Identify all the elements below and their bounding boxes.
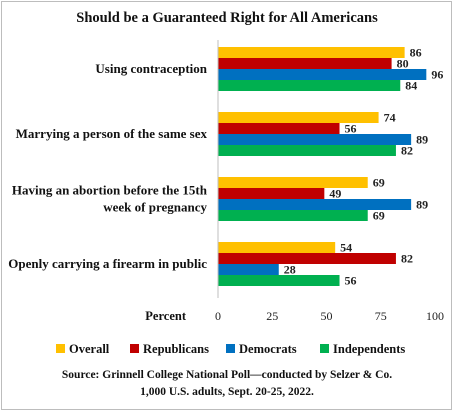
data-label: 84 bbox=[405, 79, 417, 93]
data-label: 28 bbox=[284, 263, 296, 277]
category-label: Using contraception bbox=[95, 61, 207, 76]
category-label: week of pregnancy bbox=[103, 200, 207, 215]
legend-swatch-overall bbox=[56, 344, 65, 353]
data-label: 56 bbox=[345, 122, 357, 136]
x-tick-label: 100 bbox=[426, 309, 444, 323]
bar-democrats bbox=[218, 199, 412, 210]
data-label: 82 bbox=[401, 144, 413, 158]
legend-label-independents: Independents bbox=[333, 342, 405, 356]
legend-label-republicans: Republicans bbox=[143, 342, 209, 356]
chart-title: Should be a Guaranteed Right for All Ame… bbox=[76, 10, 378, 26]
source-line: Source: Grinnell College National Poll—c… bbox=[62, 369, 392, 381]
bar-overall bbox=[218, 177, 368, 188]
bar-republicans bbox=[218, 123, 340, 134]
data-label: 54 bbox=[340, 241, 352, 255]
x-axis-label: Percent bbox=[145, 309, 187, 323]
bar-independents bbox=[218, 80, 401, 91]
legend-swatch-independents bbox=[320, 344, 329, 353]
data-label: 69 bbox=[373, 209, 385, 223]
bar-overall bbox=[218, 242, 336, 253]
data-label: 56 bbox=[345, 274, 357, 288]
legend-swatch-republicans bbox=[130, 344, 139, 353]
data-label: 49 bbox=[329, 187, 341, 201]
bar-independents bbox=[218, 275, 340, 286]
bar-independents bbox=[218, 145, 396, 156]
legend-swatch-democrats bbox=[226, 344, 235, 353]
data-label: 86 bbox=[410, 46, 422, 60]
category-label: Having an abortion before the 15th bbox=[12, 183, 208, 198]
legend: Overall Republicans Democrats Independents bbox=[56, 342, 405, 356]
x-tick-label: 50 bbox=[321, 309, 333, 323]
bar-overall bbox=[218, 47, 405, 58]
bar-democrats bbox=[218, 134, 412, 145]
category-label: Marrying a person of the same sex bbox=[16, 126, 208, 141]
data-label: 89 bbox=[416, 133, 428, 147]
data-label: 96 bbox=[431, 68, 443, 82]
legend-label-democrats: Democrats bbox=[239, 342, 297, 356]
category-label: Openly carrying a firearm in public bbox=[8, 256, 207, 271]
source-line: 1,000 U.S. adults, Sept. 20-25, 2022. bbox=[140, 386, 314, 398]
legend-label-overall: Overall bbox=[69, 342, 110, 356]
bar-democrats bbox=[218, 264, 279, 275]
bar-republicans bbox=[218, 253, 396, 264]
x-tick-label: 25 bbox=[266, 309, 278, 323]
bar-republicans bbox=[218, 188, 325, 199]
bar-democrats bbox=[218, 69, 427, 80]
data-label: 74 bbox=[384, 111, 396, 125]
bar-republicans bbox=[218, 58, 392, 69]
bar-independents bbox=[218, 210, 368, 221]
data-label: 89 bbox=[416, 198, 428, 212]
data-label: 80 bbox=[397, 57, 409, 71]
bars bbox=[218, 47, 427, 286]
data-label: 69 bbox=[373, 176, 385, 190]
x-tick-label: 75 bbox=[375, 309, 387, 323]
bar-overall bbox=[218, 112, 379, 123]
x-tick-label: 0 bbox=[215, 309, 221, 323]
data-label: 82 bbox=[401, 252, 413, 266]
source-note: Source: Grinnell College National Poll—c… bbox=[62, 369, 392, 398]
x-axis-ticks: 0 25 50 75 100 bbox=[215, 309, 444, 323]
category-labels: Using contraception Marrying a person of … bbox=[8, 61, 207, 271]
